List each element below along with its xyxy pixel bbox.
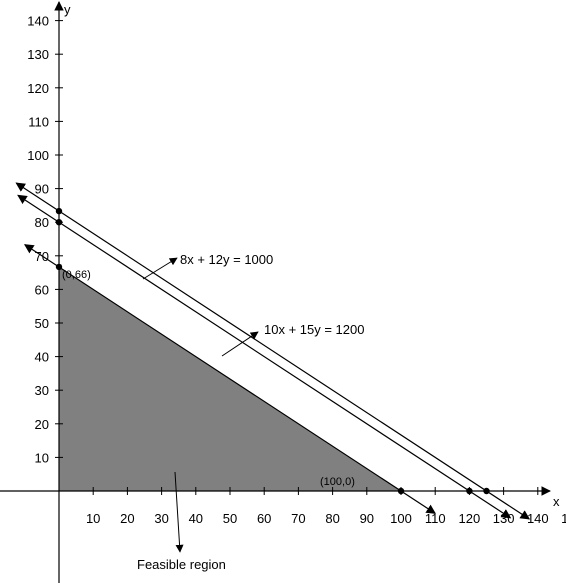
intersection-point-4 xyxy=(397,487,405,495)
intersection-point-2 xyxy=(55,219,63,226)
point-label-0-66: (0,66) xyxy=(62,269,91,281)
x-tick-label-30: 30 xyxy=(154,511,168,526)
point-label-100-0: (100,0) xyxy=(320,476,355,488)
x-tick-label-70: 70 xyxy=(291,511,305,526)
y-tick-label-40: 40 xyxy=(35,350,49,365)
constraint-line-3 xyxy=(17,194,512,519)
y-tick-label-80: 80 xyxy=(35,215,49,230)
x-tick-label-120: 120 xyxy=(459,511,481,526)
x-tick-label-50: 50 xyxy=(223,511,237,526)
label-feasible-region: Feasible region xyxy=(137,557,226,572)
y-tick-label-110: 110 xyxy=(28,114,49,129)
x-tick-label-60: 60 xyxy=(257,511,271,526)
x-tick-label-100: 100 xyxy=(390,511,412,526)
y-tick-label-20: 20 xyxy=(35,417,49,432)
x-tick-label-10: 10 xyxy=(86,511,100,526)
intersection-point-1 xyxy=(55,263,63,271)
y-tick-label-130: 130 xyxy=(27,47,49,62)
y-axis-label: y xyxy=(64,2,71,17)
y-tick-label-60: 60 xyxy=(35,282,49,297)
y-tick-label-30: 30 xyxy=(35,383,49,398)
x-tick-label-90: 90 xyxy=(360,511,374,526)
y-tick-label-90: 90 xyxy=(35,182,49,197)
leader-feasible xyxy=(174,471,184,553)
intersection-point-3 xyxy=(55,207,63,215)
intersection-point-6 xyxy=(483,487,490,495)
y-tick-label-50: 50 xyxy=(35,316,49,331)
intersection-points xyxy=(55,207,490,495)
y-tick-label-140: 140 xyxy=(27,14,49,29)
y-tick-label-120: 120 xyxy=(27,81,49,96)
x-tick-label-40: 40 xyxy=(189,511,203,526)
label-8x-12y-1000: 8x + 12y = 1000 xyxy=(180,252,273,267)
y-tick-label-10: 10 xyxy=(35,450,49,465)
y-tick-label-100: 100 xyxy=(27,148,49,163)
x-tick-label-20: 20 xyxy=(120,511,134,526)
x-tick-label-140: 140 xyxy=(527,511,549,526)
x-tick-label-80: 80 xyxy=(325,511,339,526)
label-10x-15y-1200: 10x + 15y = 1200 xyxy=(264,322,364,337)
constraint-lines xyxy=(15,182,531,520)
leader-8x12y xyxy=(142,257,178,280)
intersection-point-5 xyxy=(466,487,473,495)
leader-10x15y xyxy=(221,331,259,357)
x-tick-label-150: 150 xyxy=(561,511,566,526)
x-axis-label: x xyxy=(553,494,560,509)
